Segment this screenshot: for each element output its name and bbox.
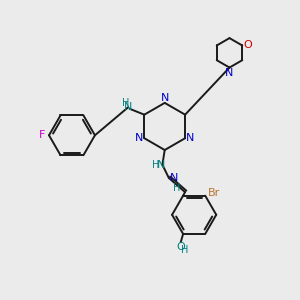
Text: Br: Br bbox=[208, 188, 220, 198]
Text: N: N bbox=[186, 133, 195, 143]
Text: H: H bbox=[152, 160, 160, 170]
Text: N: N bbox=[157, 160, 165, 170]
Text: H: H bbox=[173, 183, 181, 193]
Text: O: O bbox=[176, 242, 185, 252]
Text: H: H bbox=[122, 98, 130, 108]
Text: N: N bbox=[160, 93, 169, 103]
Text: N: N bbox=[135, 133, 143, 143]
Text: F: F bbox=[39, 130, 46, 140]
Text: N: N bbox=[225, 68, 234, 78]
Text: N: N bbox=[124, 102, 132, 112]
Text: H: H bbox=[181, 245, 188, 255]
Text: O: O bbox=[243, 40, 252, 50]
Text: N: N bbox=[170, 173, 178, 183]
